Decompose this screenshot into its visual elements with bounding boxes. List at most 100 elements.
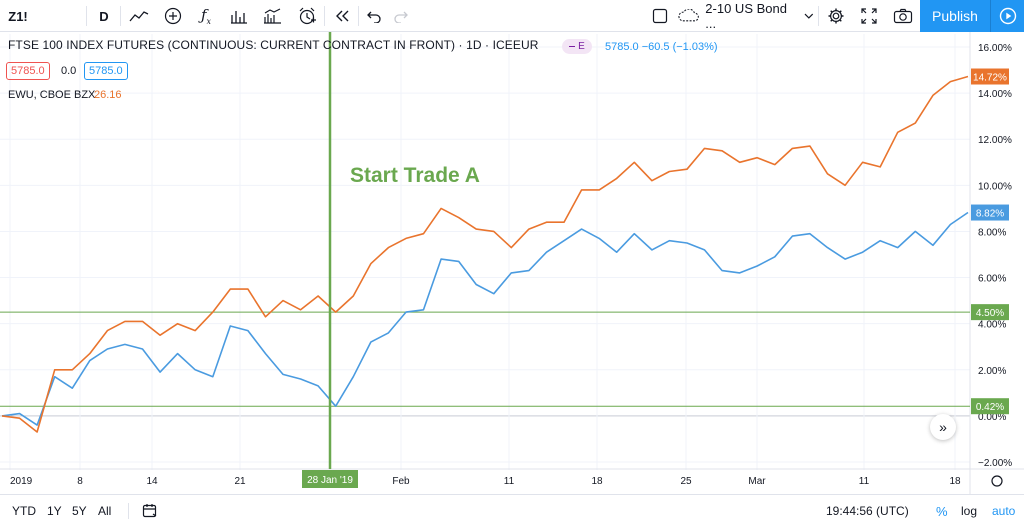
clock-label: 19:44:56 (UTC) [826,504,909,518]
sell-price-box[interactable]: 5785.0 [6,62,50,80]
snapshot-button[interactable] [886,0,920,32]
range-label: All [98,504,112,518]
undo-button[interactable] [360,0,388,32]
last-value-label: 8.82% [976,209,1004,220]
rewind-icon [336,10,349,22]
auto-scale-toggle[interactable]: auto [992,495,1015,526]
y-tick-label: 8.00% [978,227,1006,238]
settings-button[interactable] [820,0,852,32]
bottom-toolbar: YTD 1Y 5Y All 19:44:56 (UTC) % log auto [0,494,1024,526]
square-icon [652,8,668,24]
plus-circle-icon [164,7,182,25]
compare-symbol-value: 26.16 [94,89,122,101]
range-label: 5Y [72,504,87,518]
fullscreen-icon [861,8,877,24]
toolbar-divider [86,6,87,26]
indicators-button[interactable]: ƒx [190,0,222,32]
fullscreen-select-button[interactable] [644,0,676,32]
toolbar-divider [358,6,359,26]
financials-button[interactable] [222,0,256,32]
y-tick-label: 6.00% [978,274,1006,285]
x-tick-label: 11 [504,476,515,487]
level-price-label: 4.50% [976,308,1004,319]
y-tick-label: 0.00% [978,412,1006,423]
auto-label: auto [992,504,1016,518]
y-tick-label: 2.00% [978,366,1006,377]
range-label: YTD [12,504,36,518]
percent-scale-toggle[interactable]: % [936,495,948,526]
redo-icon [394,11,408,23]
gear-icon [828,8,844,24]
replay-button[interactable] [326,0,358,32]
x-tick-label: Mar [748,476,766,487]
y-tick-label: 16.00% [978,43,1012,54]
toolbar-divider [818,6,819,26]
series-line[interactable] [1,211,969,426]
level-price-label: 0.42% [976,402,1004,413]
earnings-badge[interactable]: E [562,39,592,54]
publish-label: Publish [932,8,978,24]
double-chevron-right-icon: » [939,419,947,435]
y-tick-label: 12.00% [978,135,1012,146]
last-value-label-bg [971,68,1009,85]
interval-button[interactable]: D [88,0,120,32]
y-tick-label: 14.00% [978,89,1012,100]
range-1y-button[interactable]: 1Y [47,495,62,526]
clock[interactable]: 19:44:56 (UTC) [826,495,909,526]
level-price-label-bg [971,398,1009,415]
symbol-search-button[interactable]: Z1! [0,0,36,32]
last-value-label: 14.72% [973,73,1007,84]
series-line[interactable] [1,75,969,433]
scroll-to-realtime-button[interactable]: » [930,414,956,440]
templates-button[interactable] [256,0,290,32]
redo-button[interactable] [388,0,414,32]
x-tick-label: 18 [949,476,961,487]
play-button[interactable] [990,0,1024,32]
x-tick-label: 2019 [10,476,33,487]
badge-label: E [578,41,585,52]
range-all-button[interactable]: All [98,495,111,526]
date-marker-label: 28 Jan '19 [307,475,353,486]
chart-plot[interactable]: 16.00% 14.00% 12.00% 10.00% 8.00% 6.00% 4.00% 2… [0,0,1024,494]
line-chart-icon [129,11,149,22]
interval-label: D [99,8,109,24]
date-range-button[interactable] [142,495,158,526]
fullscreen-button[interactable] [852,0,886,32]
range-5y-button[interactable]: 5Y [72,495,87,526]
y-tick-label: −2.00% [978,458,1012,469]
annotation-text[interactable]: Start Trade A [350,164,480,187]
log-scale-toggle[interactable]: log [961,495,977,526]
level-price-label-bg [971,304,1009,321]
x-tick-label: 11 [859,476,870,487]
toolbar-divider [324,6,325,26]
alert-button[interactable] [290,0,324,32]
layout-selector[interactable]: 2-10 US Bond ... [678,0,814,32]
range-ytd-button[interactable]: YTD [12,495,36,526]
add-compare-button[interactable] [156,0,190,32]
alarm-clock-icon [299,7,316,25]
publish-button[interactable]: Publish [920,0,990,32]
range-label: 1Y [47,504,62,518]
toolbar-divider [120,6,121,26]
chart-type-button[interactable] [122,0,156,32]
bottom-divider [128,503,129,519]
axis-settings-icon[interactable] [991,475,1003,487]
bar-chart-icon [231,11,247,24]
undo-icon [367,11,381,23]
layout-name: 2-10 US Bond ... [705,1,787,31]
log-label: log [961,504,978,518]
series-title: FTSE 100 INDEX FUTURES (CONTINUOUS: CURR… [8,38,539,52]
x-tick-label: 14 [146,476,158,487]
date-marker-label-bg [302,470,358,488]
badge-dash-icon [569,45,576,48]
buy-price-box[interactable]: 5785.0 [84,62,128,80]
last-value-label-bg [971,204,1009,221]
y-tick-label: 4.00% [978,320,1006,331]
calendar-range-icon [142,504,157,518]
play-circle-icon [999,7,1016,25]
y-tick-label: 10.00% [978,181,1012,192]
template-chart-icon [264,8,281,24]
top-toolbar: Z1! D ƒx 2-10 US Bond ... [0,0,1024,32]
x-tick-label: 8 [77,476,83,487]
spread-value: 0.0 [61,65,77,77]
